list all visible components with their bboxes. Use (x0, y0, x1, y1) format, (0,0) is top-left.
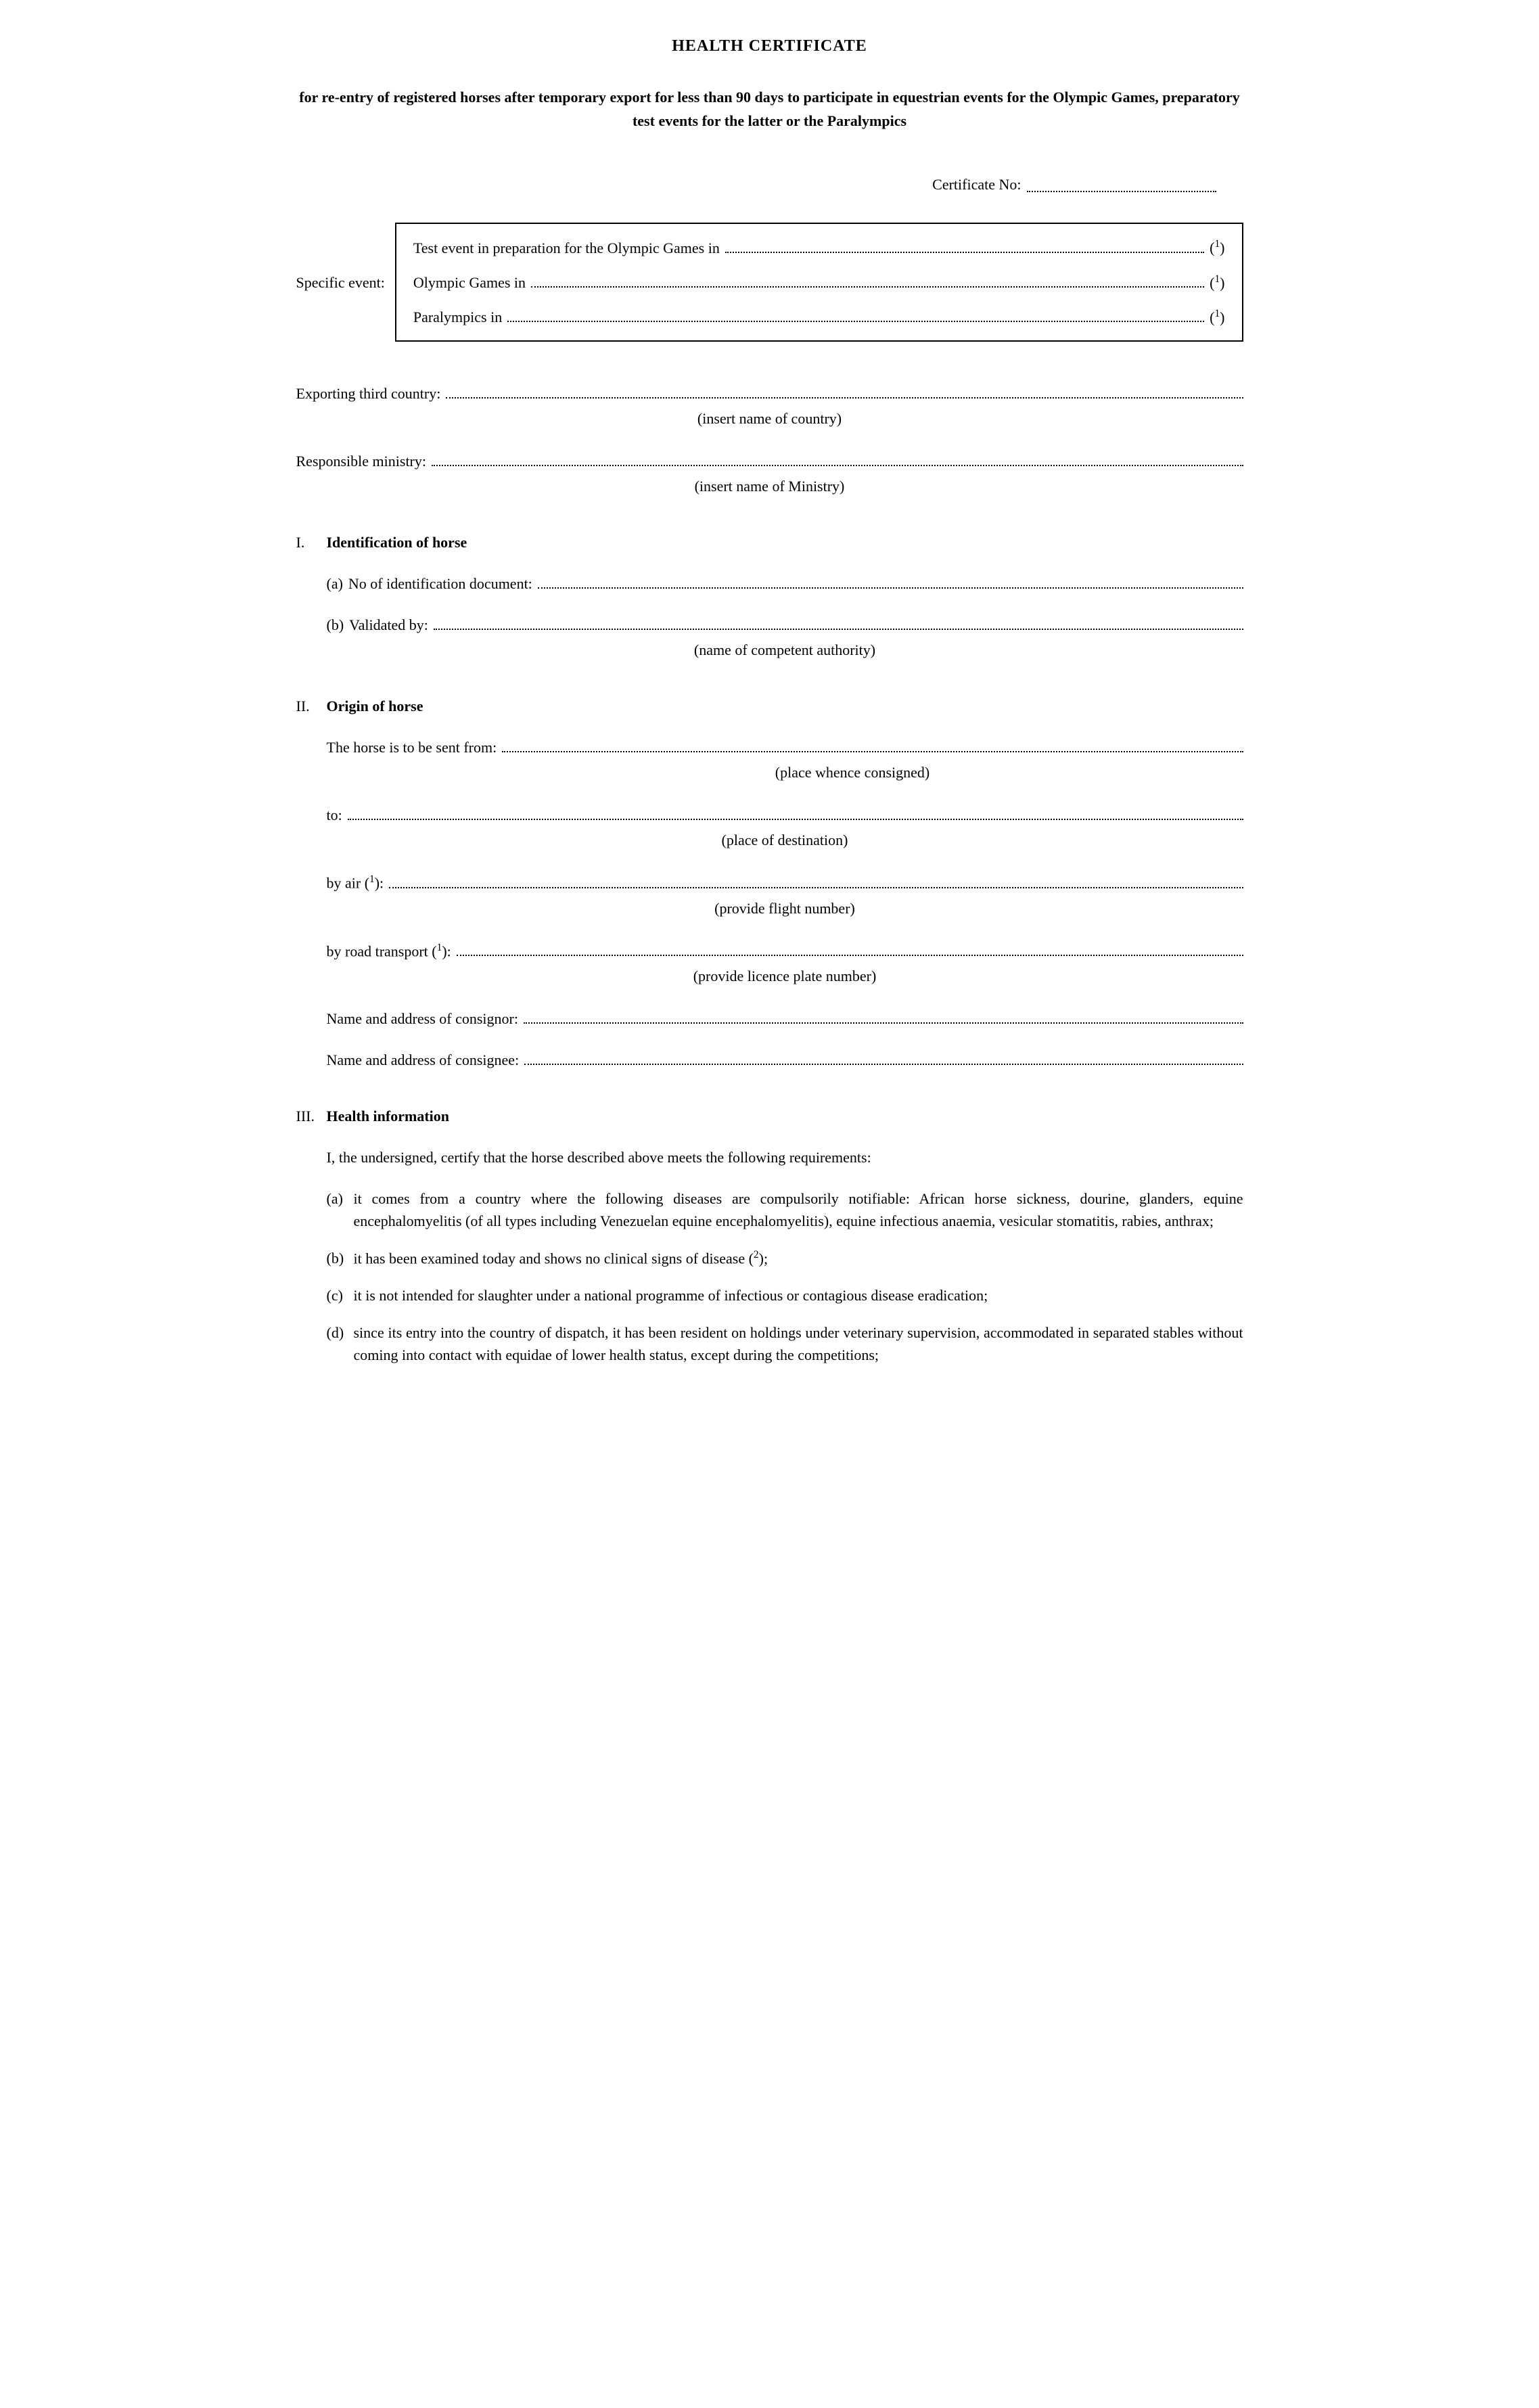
section-1b-label: Validated by: (349, 614, 428, 636)
section-3c-text: it is not intended for slaughter under a… (354, 1284, 1243, 1307)
specific-event-label: Specific event: (296, 271, 395, 294)
section-3a-marker: (a) (327, 1187, 354, 1232)
section-1a-marker: (a) (327, 572, 343, 595)
section-1a-field[interactable] (538, 587, 1243, 589)
specific-event-box: Test event in preparation for the Olympi… (395, 223, 1243, 342)
section-2-title: Origin of horse (327, 695, 423, 717)
to-field[interactable] (348, 819, 1243, 820)
section-2-roman: II. (296, 695, 327, 717)
event-test-label: Test event in preparation for the Olympi… (413, 237, 720, 259)
ministry-label: Responsible ministry: (296, 450, 427, 472)
event-paralympic-label: Paralympics in (413, 306, 502, 328)
section-3b-marker: (b) (327, 1247, 354, 1269)
section-1b-marker: (b) (327, 614, 344, 636)
consignee-label: Name and address of consignee: (327, 1049, 520, 1071)
event-olympic-field[interactable] (531, 286, 1204, 288)
exporting-country-hint: (insert name of country) (296, 407, 1243, 430)
event-olympic-footnote: (1) (1210, 271, 1224, 294)
by-road-field[interactable] (457, 955, 1243, 956)
section-3-intro: I, the undersigned, certify that the hor… (327, 1146, 1243, 1168)
section-3d-marker: (d) (327, 1321, 354, 1366)
certificate-number-row: Certificate No: (296, 173, 1216, 196)
by-road-hint: (provide licence plate number) (327, 965, 1243, 987)
section-1-roman: I. (296, 531, 327, 553)
by-air-label: by air (1): (327, 871, 384, 894)
section-3d-text: since its entry into the country of disp… (354, 1321, 1243, 1366)
certificate-number-field[interactable] (1027, 173, 1216, 192)
by-road-label: by road transport (1): (327, 940, 451, 962)
consignee-field[interactable] (524, 1064, 1243, 1065)
event-olympic-label: Olympic Games in (413, 271, 526, 294)
section-1-title: Identification of horse (327, 531, 467, 553)
ministry-hint: (insert name of Ministry) (296, 475, 1243, 497)
sent-from-field[interactable] (502, 751, 1243, 752)
section-3-title: Health information (327, 1105, 450, 1127)
sent-from-hint: (place whence consigned) (327, 761, 1243, 783)
section-3b-text: it has been examined today and shows no … (354, 1247, 1243, 1269)
section-origin: II. Origin of horse The horse is to be s… (296, 695, 1243, 1071)
event-paralympic-footnote: (1) (1210, 306, 1224, 328)
section-3-roman: III. (296, 1105, 327, 1127)
section-1b-hint: (name of competent authority) (327, 639, 1243, 661)
consignor-label: Name and address of consignor: (327, 1007, 518, 1030)
section-identification: I. Identification of horse (a) No of ide… (296, 531, 1243, 661)
sent-from-label: The horse is to be sent from: (327, 736, 497, 758)
event-test-footnote: (1) (1210, 236, 1224, 258)
section-3c-marker: (c) (327, 1284, 354, 1307)
page-title: HEALTH CERTIFICATE (296, 34, 1243, 58)
exporting-country-field[interactable] (446, 397, 1243, 399)
section-health: III. Health information I, the undersign… (296, 1105, 1243, 1366)
ministry-field[interactable] (432, 465, 1243, 466)
section-1a-label: No of identification document: (348, 572, 532, 595)
certificate-number-label: Certificate No: (932, 173, 1021, 196)
event-paralympic-field[interactable] (507, 321, 1204, 322)
to-hint: (place of destination) (327, 829, 1243, 851)
section-3a-text: it comes from a country where the follow… (354, 1187, 1243, 1232)
exporting-country-label: Exporting third country: (296, 382, 441, 405)
to-label: to: (327, 804, 342, 826)
event-test-field[interactable] (725, 252, 1204, 253)
page-subtitle: for re-entry of registered horses after … (296, 85, 1243, 133)
by-air-hint: (provide flight number) (327, 897, 1243, 919)
by-air-field[interactable] (389, 887, 1243, 888)
section-1b-field[interactable] (434, 629, 1243, 630)
consignor-field[interactable] (524, 1022, 1243, 1024)
